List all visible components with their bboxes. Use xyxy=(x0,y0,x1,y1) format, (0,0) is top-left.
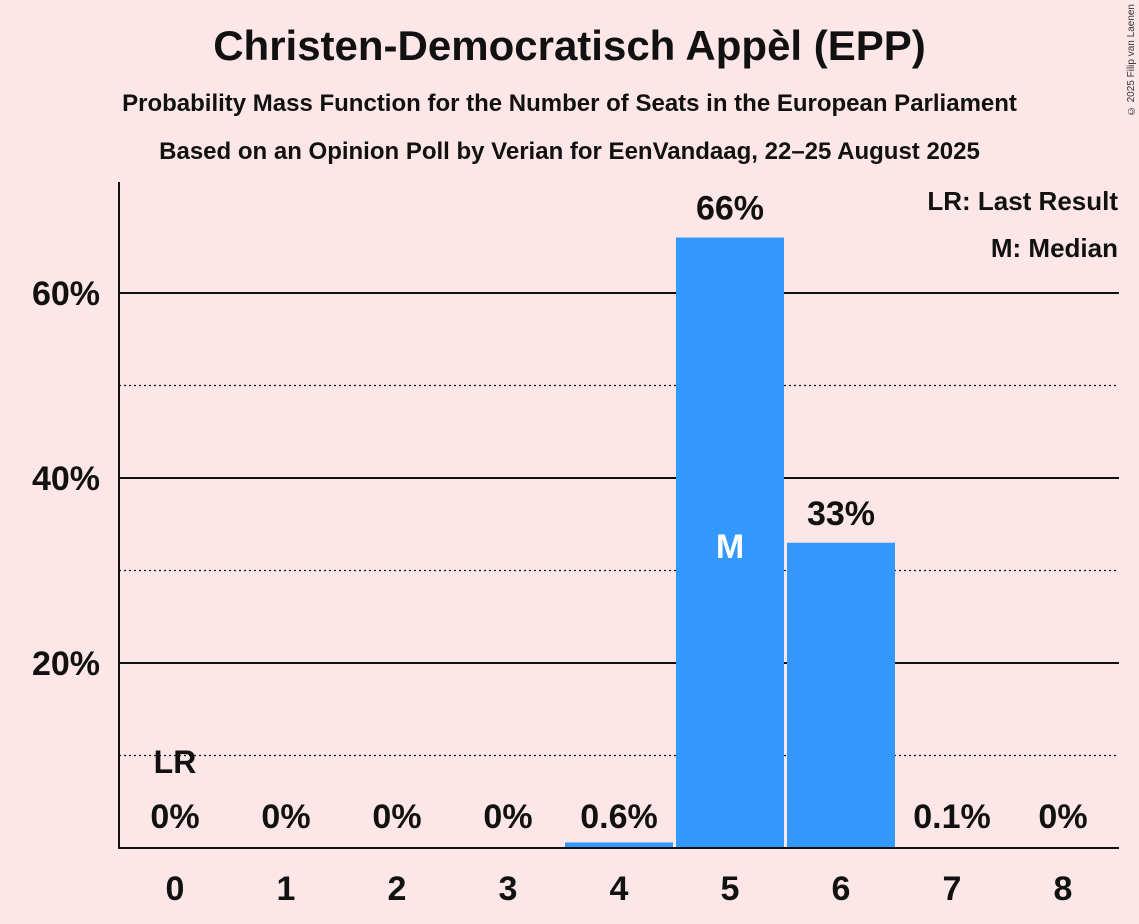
data-label: 66% xyxy=(696,190,764,228)
data-label: 0% xyxy=(1038,798,1087,836)
legend-median: M: Median xyxy=(991,233,1118,263)
data-label: 0.1% xyxy=(913,798,991,836)
x-tick-label: 1 xyxy=(277,870,296,908)
x-tick-label: 2 xyxy=(388,870,407,908)
y-tick-label: 20% xyxy=(32,645,100,683)
last-result-marker: LR xyxy=(154,744,197,780)
bar xyxy=(676,237,784,848)
bar xyxy=(787,542,895,848)
x-tick-label: 3 xyxy=(499,870,518,908)
data-label: 0% xyxy=(150,798,199,836)
data-label: 0% xyxy=(372,798,421,836)
data-label: 0.6% xyxy=(580,798,658,836)
data-label: 33% xyxy=(807,495,875,533)
data-label: 0% xyxy=(261,798,310,836)
median-marker: M xyxy=(716,528,744,566)
x-tick-label: 4 xyxy=(610,870,629,908)
chart-source-subtitle: Based on an Opinion Poll by Verian for E… xyxy=(159,138,980,165)
x-tick-label: 6 xyxy=(832,870,851,908)
x-tick-label: 5 xyxy=(721,870,740,908)
legend-last-result: LR: Last Result xyxy=(927,186,1118,216)
bar xyxy=(565,842,673,848)
chart-title: Christen-Democratisch Appèl (EPP) xyxy=(213,22,926,69)
chart-subtitle: Probability Mass Function for the Number… xyxy=(122,90,1017,117)
x-tick-label: 7 xyxy=(943,870,962,908)
x-tick-label: 8 xyxy=(1054,870,1073,908)
y-tick-label: 40% xyxy=(32,460,100,498)
x-tick-label: 0 xyxy=(166,870,185,908)
data-label: 0% xyxy=(483,798,532,836)
y-tick-label: 60% xyxy=(32,275,100,313)
